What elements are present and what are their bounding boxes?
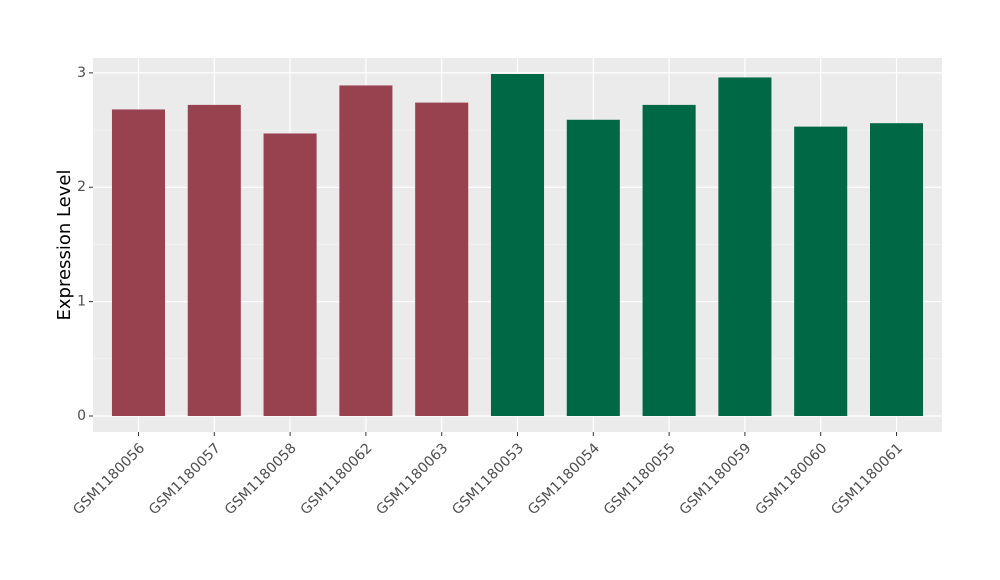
- x-tick-label: GSM1180053: [449, 440, 527, 518]
- bar: [566, 119, 620, 416]
- x-tick-label: GSM1180059: [677, 440, 755, 518]
- x-tick-label: GSM1180060: [752, 440, 830, 518]
- y-tick-label: 2: [77, 179, 86, 195]
- bar: [111, 109, 166, 416]
- x-tick-label: GSM1180054: [525, 440, 603, 518]
- bar: [642, 104, 696, 416]
- x-tick-label: GSM1180063: [373, 440, 451, 518]
- bar: [187, 104, 241, 416]
- x-tick-label: GSM1180057: [146, 440, 224, 518]
- y-tick-label: 1: [77, 294, 86, 310]
- bar: [263, 133, 317, 416]
- bar: [718, 77, 772, 416]
- y-tick-label: 0: [77, 408, 86, 424]
- bar: [794, 126, 848, 416]
- x-tick-label: GSM1180056: [70, 440, 148, 518]
- x-tick-label: GSM1180062: [298, 440, 376, 518]
- bar: [339, 85, 393, 416]
- y-axis-label: Expression Level: [54, 170, 75, 321]
- bar: [490, 74, 545, 416]
- bar: [415, 102, 469, 416]
- y-tick-label: 3: [77, 65, 86, 81]
- x-tick-label: GSM1180061: [828, 440, 906, 518]
- bar: [869, 123, 924, 416]
- x-tick-label: GSM1180055: [601, 440, 679, 518]
- x-tick-label: GSM1180058: [222, 440, 300, 518]
